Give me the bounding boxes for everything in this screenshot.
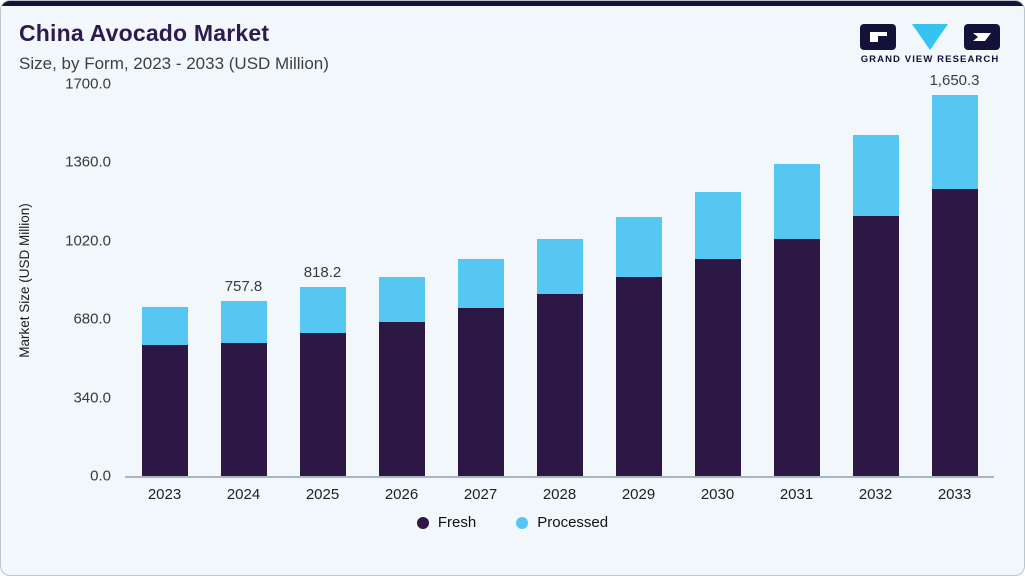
x-axis-ticks: 2023 2024 2025 2026 2027 2028 2029 2030 2031 2032… bbox=[125, 476, 994, 510]
y-axis-ticks: 0.0 340.0 680.0 1020.0 1360.0 1700.0 bbox=[39, 76, 125, 485]
chart-title: China Avocado Market bbox=[19, 20, 270, 46]
brand-logo-text: GRAND VIEW RESEARCH bbox=[860, 54, 1000, 65]
bar-segment-fresh bbox=[931, 188, 978, 476]
x-axis-tick-label: 2031 bbox=[779, 486, 814, 503]
y-axis-tick-label: 680.0 bbox=[73, 310, 111, 328]
bar-segment-processed bbox=[299, 287, 346, 333]
top-accent-bar bbox=[1, 1, 1024, 6]
x-axis-tick-label: 2026 bbox=[384, 486, 419, 503]
bar-stack bbox=[457, 258, 504, 476]
bar-stack bbox=[852, 134, 899, 476]
bar-column bbox=[520, 238, 599, 476]
chart-header: China Avocado Market Size, by Form, 2023… bbox=[1, 6, 1024, 74]
bar-segment-fresh bbox=[299, 333, 346, 476]
bar-column: 818.2 bbox=[283, 264, 362, 476]
x-axis-tick-label: 2024 bbox=[226, 486, 261, 503]
bar-column bbox=[599, 216, 678, 476]
x-axis-tick-label: 2030 bbox=[700, 486, 735, 503]
bar-stack bbox=[615, 216, 662, 476]
bar-segment-fresh bbox=[536, 293, 583, 476]
legend-dot-fresh bbox=[416, 516, 429, 529]
x-axis-tick-label: 2023 bbox=[147, 486, 182, 503]
x-axis-tick-label: 2033 bbox=[937, 486, 972, 503]
bar-segment-fresh bbox=[141, 344, 188, 476]
x-axis-tick-label: 2032 bbox=[858, 486, 893, 503]
bar-stack bbox=[536, 238, 583, 476]
bar-value-label: 818.2 bbox=[303, 264, 342, 282]
bar-stack bbox=[141, 307, 188, 476]
bar-value-label: 757.8 bbox=[224, 278, 263, 296]
bar-segment-processed bbox=[141, 307, 188, 345]
y-axis-tick-label: 0.0 bbox=[90, 467, 111, 485]
bar-stack bbox=[378, 276, 425, 476]
spacer bbox=[9, 476, 39, 510]
bar-column bbox=[836, 134, 915, 476]
bar-value-label: 1,650.3 bbox=[929, 72, 980, 90]
bar-segment-processed bbox=[220, 301, 267, 344]
bar-stack bbox=[299, 287, 346, 476]
legend-item-fresh: Fresh bbox=[416, 514, 477, 531]
bar-segment-processed bbox=[694, 192, 741, 260]
brand-logo-icon bbox=[860, 24, 1000, 50]
bar-segment-processed bbox=[773, 163, 820, 239]
bar-column bbox=[757, 163, 836, 476]
x-axis-tick-label: 2028 bbox=[542, 486, 577, 503]
bar-segment-fresh bbox=[773, 238, 820, 476]
bar-segment-processed bbox=[536, 238, 583, 294]
brand-logo: GRAND VIEW RESEARCH bbox=[860, 20, 1000, 65]
x-axis-tick-label: 2027 bbox=[463, 486, 498, 503]
spacer bbox=[39, 476, 125, 510]
legend-dot-processed bbox=[516, 516, 529, 529]
y-axis-tick-label: 1700.0 bbox=[65, 75, 111, 93]
legend-item-processed: Processed bbox=[516, 514, 608, 531]
bar-stack bbox=[694, 192, 741, 476]
legend-label: Fresh bbox=[437, 514, 477, 531]
bar-segment-fresh bbox=[457, 308, 504, 476]
plot-area: 757.8 818.2 1,650.3 bbox=[125, 72, 994, 478]
bar-column bbox=[678, 192, 757, 476]
bar-column bbox=[362, 276, 441, 476]
bar-segment-processed bbox=[852, 134, 899, 216]
x-axis-tick-label: 2025 bbox=[305, 486, 340, 503]
chart-subtitle: Size, by Form, 2023 - 2033 (USD Million) bbox=[19, 54, 329, 73]
bar-segment-fresh bbox=[220, 343, 267, 476]
legend: Fresh Processed bbox=[1, 514, 1024, 531]
bar-stack bbox=[220, 301, 267, 476]
y-axis-tick-label: 1020.0 bbox=[65, 232, 111, 250]
bar-stack bbox=[773, 163, 820, 476]
bar-stack bbox=[931, 95, 978, 476]
y-axis-title-cell: Market Size (USD Million) bbox=[9, 84, 39, 476]
bar-segment-processed bbox=[457, 258, 504, 309]
chart-area: Market Size (USD Million) 0.0 340.0 680.0 1… bbox=[1, 72, 1024, 510]
y-axis-tick-label: 1360.0 bbox=[65, 153, 111, 171]
x-axis-tick-label: 2029 bbox=[621, 486, 656, 503]
bar-segment-processed bbox=[615, 216, 662, 278]
bar-segment-fresh bbox=[852, 215, 899, 476]
bar-segment-processed bbox=[931, 95, 978, 189]
bar-column: 757.8 bbox=[204, 278, 283, 476]
y-axis-title: Market Size (USD Million) bbox=[16, 202, 32, 358]
bar-segment-fresh bbox=[378, 322, 425, 476]
bar-column bbox=[441, 258, 520, 476]
bar-column bbox=[125, 307, 204, 476]
bar-segment-fresh bbox=[694, 259, 741, 476]
legend-label: Processed bbox=[537, 514, 609, 531]
y-axis-tick-label: 340.0 bbox=[73, 389, 111, 407]
title-block: China Avocado Market Size, by Form, 2023… bbox=[19, 20, 329, 74]
bar-segment-processed bbox=[378, 276, 425, 322]
bar-segment-fresh bbox=[615, 277, 662, 476]
bar-column: 1,650.3 bbox=[915, 72, 994, 476]
